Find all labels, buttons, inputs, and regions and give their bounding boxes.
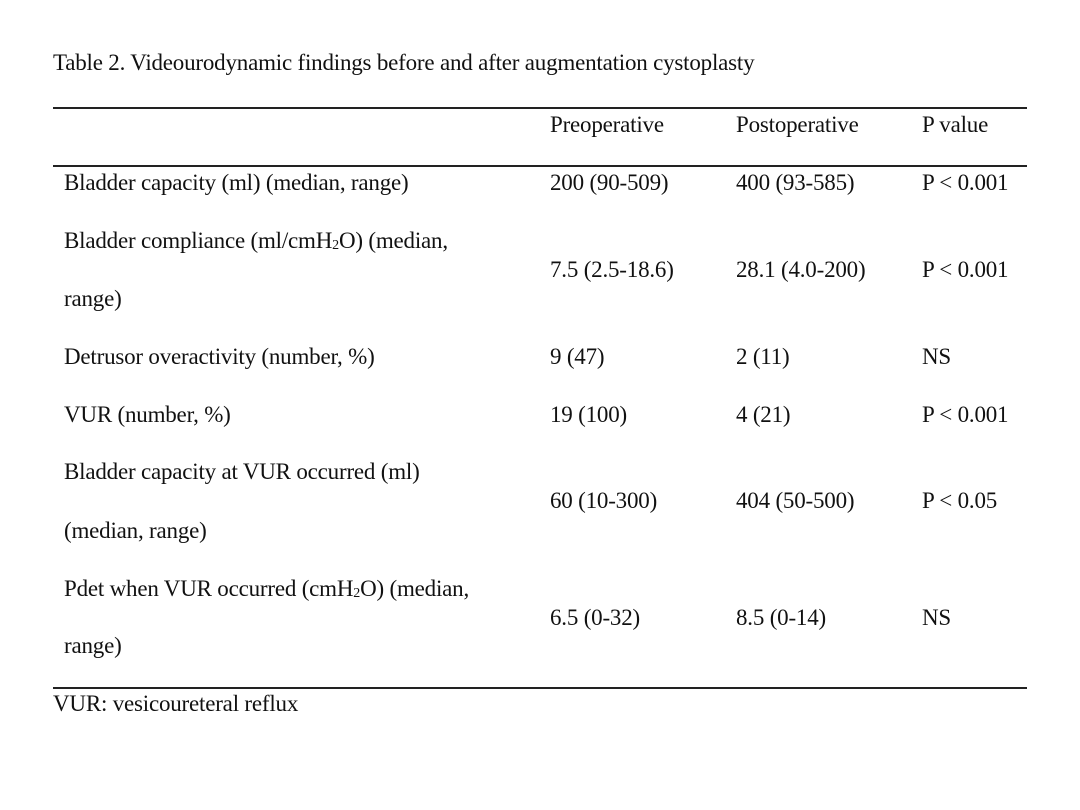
row-p-value: P < 0.001 bbox=[922, 402, 1009, 427]
row-label: Bladder capacity at VUR occurred (ml) bbox=[64, 459, 420, 484]
row-postoperative-value: 404 (50-500) bbox=[736, 488, 855, 513]
row-label: Detrusor overactivity (number, %) bbox=[64, 344, 375, 369]
row-p-value: NS bbox=[922, 344, 952, 369]
row-preoperative-value: 200 (90-509) bbox=[550, 170, 669, 195]
row-postoperative-value: 8.5 (0-14) bbox=[736, 605, 826, 630]
row-p-value: NS bbox=[922, 605, 952, 630]
row-postoperative-value: 28.1 (4.0-200) bbox=[736, 257, 866, 282]
row-label: Bladder capacity (ml) (median, range) bbox=[64, 170, 409, 195]
header-p-value: P value bbox=[922, 112, 989, 137]
row-preoperative-value: 9 (47) bbox=[550, 344, 605, 369]
row-label-part: Bladder compliance (ml/cmH bbox=[64, 228, 333, 253]
row-label-part: O) (median, bbox=[360, 576, 470, 601]
row-p-value: P < 0.05 bbox=[922, 488, 998, 513]
row-postoperative-value: 2 (11) bbox=[736, 344, 790, 369]
row-p-value: P < 0.001 bbox=[922, 170, 1009, 195]
header-postoperative: Postoperative bbox=[736, 112, 859, 137]
row-label: Bladder compliance (ml/cmH2O) (median, bbox=[64, 228, 448, 254]
row-label: Pdet when VUR occurred (cmH2O) (median, bbox=[64, 576, 469, 602]
table-caption: Table 2. Videourodynamic findings before… bbox=[53, 50, 755, 75]
row-preoperative-value: 19 (100) bbox=[550, 402, 627, 427]
subscript-2: 2 bbox=[353, 586, 361, 601]
table-header-rule bbox=[53, 165, 1027, 167]
row-preoperative-value: 6.5 (0-32) bbox=[550, 605, 640, 630]
table-footnote: VUR: vesicoureteral reflux bbox=[53, 691, 299, 716]
row-label-continuation: (median, range) bbox=[64, 518, 207, 543]
row-preoperative-value: 7.5 (2.5-18.6) bbox=[550, 257, 674, 282]
row-label-part: Pdet when VUR occurred (cmH bbox=[64, 576, 354, 601]
row-p-value: P < 0.001 bbox=[922, 257, 1009, 282]
table-bottom-rule bbox=[53, 687, 1027, 689]
row-postoperative-value: 400 (93-585) bbox=[736, 170, 855, 195]
row-postoperative-value: 4 (21) bbox=[736, 402, 791, 427]
header-preoperative: Preoperative bbox=[550, 112, 664, 137]
subscript-2: 2 bbox=[332, 238, 339, 253]
table-top-rule bbox=[53, 107, 1027, 109]
row-label: VUR (number, %) bbox=[64, 402, 231, 427]
row-label-continuation: range) bbox=[64, 633, 122, 658]
row-label-continuation: range) bbox=[64, 286, 122, 311]
row-preoperative-value: 60 (10-300) bbox=[550, 488, 658, 513]
row-label-part: O) (median, bbox=[338, 228, 448, 253]
